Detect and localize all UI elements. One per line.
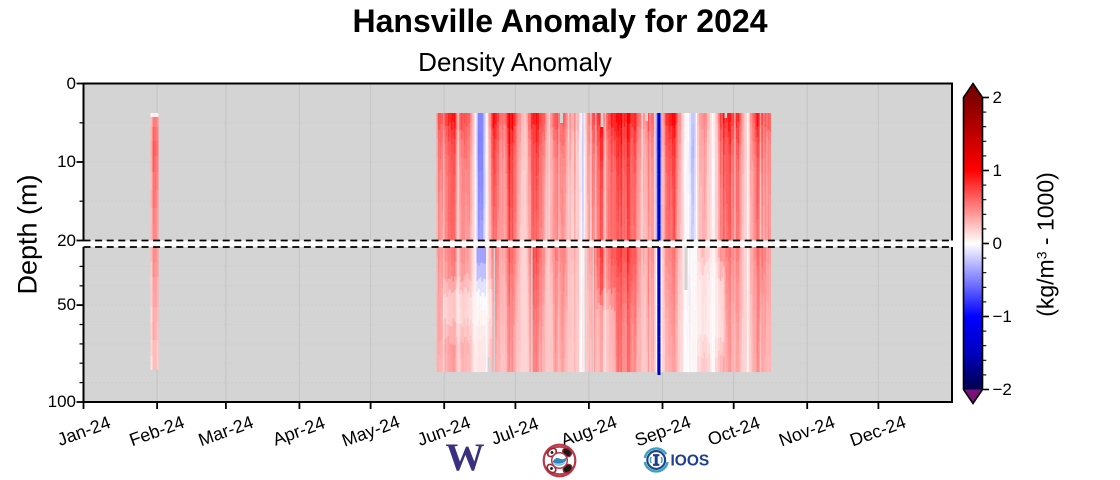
svg-text:IOOS: IOOS [671,453,710,470]
